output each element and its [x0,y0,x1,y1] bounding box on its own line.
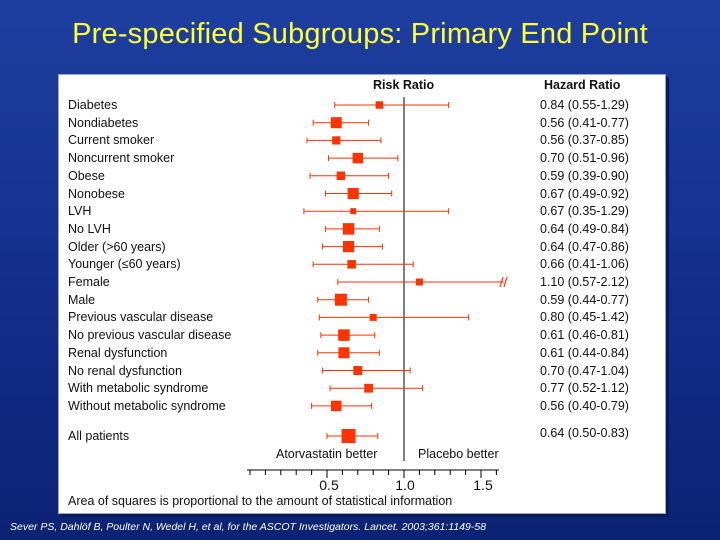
row-label: Without metabolic syndrome [68,398,226,413]
row-11-square [334,293,347,306]
row-2-square [332,136,341,145]
placebo-better-label: Placebo better [418,447,499,461]
hazard-ratio-value: 0.56 (0.41-0.77) [540,115,629,130]
row-16-square [364,383,373,393]
row-8-square [342,241,355,253]
hazard-ratio-value: 0.56 (0.37-0.85) [540,133,629,148]
overall-hazard-ratio-value: 0.64 (0.50-0.83) [540,426,629,440]
row-12-square [369,313,377,321]
footnote: Area of squares is proportional to the a… [68,494,453,508]
row-label: Previous vascular disease [68,310,214,325]
row-label: With metabolic syndrome [68,381,209,396]
hazard-ratio-value: 0.80 (0.45-1.42) [540,310,629,325]
row-6-square [350,208,357,215]
row-13-square [338,329,350,341]
hazard-ratio-value: 0.70 (0.51-0.96) [540,151,629,166]
hazard-ratio-value: 0.59 (0.44-0.77) [540,292,629,307]
row-label: No previous vascular disease [68,328,232,343]
row-14-square [338,347,350,359]
hazard-ratio-value: 0.84 (0.55-1.29) [540,98,629,112]
atorvastatin-better-label: Atorvastatin better [276,447,378,461]
overall-square [341,429,356,443]
row-5-square [347,187,359,200]
row-label: Nondiabetes [68,115,139,130]
row-15-square [353,366,363,375]
row-label: Older (>60 years) [68,239,166,254]
row-label: Noncurrent smoker [68,151,175,166]
row-label: Diabetes [68,98,118,112]
row-10-square [415,278,423,286]
hazard-ratio-value: 0.56 (0.40-0.79) [540,398,629,413]
row-label: Male [68,292,96,307]
row-label: Current smoker [68,133,155,148]
row-1-square [330,117,342,129]
overall-label: All patients [68,429,130,443]
hazard-ratio-value: 0.64 (0.47-0.86) [540,239,629,254]
x-tick-label-2: 1.5 [473,477,493,493]
hazard-ratio-value: 1.10 (0.57-2.12) [540,275,629,289]
slide-title: Pre-specified Subgroups: Primary End Poi… [72,18,648,50]
row-label: Renal dysfunction [68,345,168,360]
risk-ratio-header: Risk Ratio [373,78,435,92]
row-10-truncation-mark [499,276,504,288]
row-9-square [347,260,356,269]
hazard-ratio-value: 0.66 (0.41-1.06) [540,257,629,272]
x-tick-label-1: 1.0 [395,477,415,493]
hazard-ratio-value: 0.59 (0.39-0.90) [540,168,629,183]
hazard-ratio-value: 0.64 (0.49-0.84) [540,221,629,236]
row-label: No LVH [68,221,111,236]
row-7-square [342,223,355,235]
hazard-ratio-value: 0.67 (0.35-1.29) [540,204,629,219]
forest-plot-panel: Risk Ratio Hazard Ratio Diabetes 0.84 (0.… [58,74,666,514]
row-label: Nonobese [68,186,125,201]
row-label: LVH [68,204,92,219]
row-10-truncation-mark [503,276,508,288]
row-3-square [352,152,364,164]
citation: Sever PS, Dahlöf B, Poulter N, Wedel H, … [10,521,487,533]
row-label: Obese [68,168,105,183]
x-tick-label-0: 0.5 [319,477,339,493]
hazard-ratio-value: 0.61 (0.44-0.84) [540,345,629,360]
forest-plot-svg [247,97,508,478]
hazard-ratio-value: 0.67 (0.49-0.92) [540,186,629,201]
row-label: Female [68,275,110,289]
row-4-square [336,171,346,181]
row-0-square [375,101,384,109]
hazard-ratio-value: 0.61 (0.46-0.81) [540,328,629,343]
hazard-ratio-value: 0.77 (0.52-1.12) [540,381,629,396]
row-17-square [330,400,342,412]
hazard-ratio-header: Hazard Ratio [544,78,621,92]
row-label: No renal dysfunction [68,363,182,378]
hazard-ratio-value: 0.70 (0.47-1.04) [540,363,629,378]
row-label: Younger (≤60 years) [68,257,181,272]
